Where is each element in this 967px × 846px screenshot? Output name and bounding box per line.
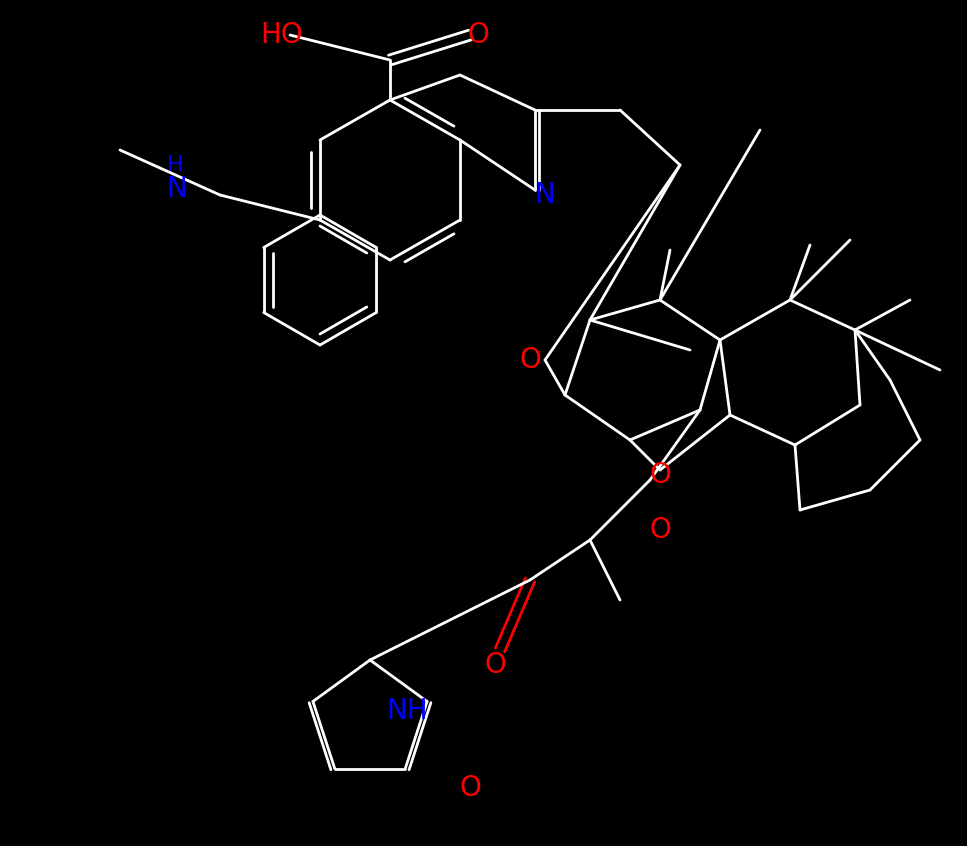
Text: O: O xyxy=(467,21,489,49)
Text: NH: NH xyxy=(386,697,427,726)
Text: N: N xyxy=(535,181,555,209)
Text: O: O xyxy=(459,774,481,802)
Text: HO: HO xyxy=(261,21,304,49)
Text: N: N xyxy=(166,175,188,203)
Text: O: O xyxy=(649,516,671,544)
Text: H: H xyxy=(166,155,184,175)
Text: O: O xyxy=(649,461,671,489)
Text: O: O xyxy=(519,346,541,374)
Text: O: O xyxy=(484,651,506,679)
